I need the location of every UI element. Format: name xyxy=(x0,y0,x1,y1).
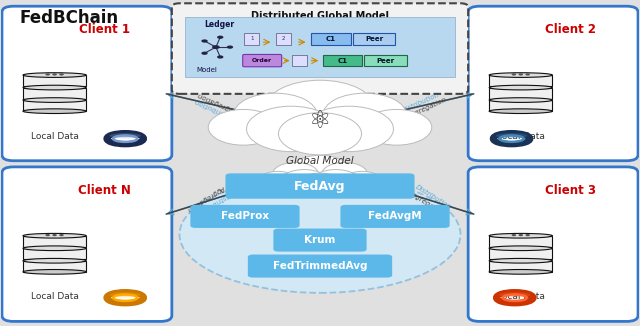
FancyBboxPatch shape xyxy=(353,34,396,45)
Circle shape xyxy=(59,73,64,76)
Text: Local Data: Local Data xyxy=(31,292,79,302)
Text: Client 3: Client 3 xyxy=(545,184,596,197)
Text: Krum: Krum xyxy=(304,235,336,245)
Text: Aggregation: Aggregation xyxy=(407,189,447,217)
Circle shape xyxy=(52,234,57,236)
FancyBboxPatch shape xyxy=(243,54,282,67)
Circle shape xyxy=(290,155,350,185)
Circle shape xyxy=(52,73,57,76)
Text: Client 1: Client 1 xyxy=(79,23,130,37)
Text: FedProx: FedProx xyxy=(221,211,269,221)
Ellipse shape xyxy=(489,98,552,102)
Ellipse shape xyxy=(23,259,86,263)
Text: C1: C1 xyxy=(326,36,336,42)
Circle shape xyxy=(266,80,374,135)
Circle shape xyxy=(511,73,516,76)
Text: Client N: Client N xyxy=(78,184,131,197)
Ellipse shape xyxy=(23,270,86,274)
Ellipse shape xyxy=(109,133,141,138)
Circle shape xyxy=(202,52,208,55)
Bar xyxy=(23,236,86,247)
Ellipse shape xyxy=(489,233,552,238)
Text: Aggregation: Aggregation xyxy=(186,184,227,212)
Ellipse shape xyxy=(23,246,86,251)
Text: FedTrimmedAvg: FedTrimmedAvg xyxy=(273,261,367,271)
FancyBboxPatch shape xyxy=(468,167,638,321)
Ellipse shape xyxy=(489,73,552,77)
FancyBboxPatch shape xyxy=(190,205,300,228)
Text: 2: 2 xyxy=(282,37,285,41)
Ellipse shape xyxy=(23,73,86,77)
FancyBboxPatch shape xyxy=(468,6,638,161)
FancyBboxPatch shape xyxy=(244,34,259,45)
Circle shape xyxy=(217,36,223,39)
Bar xyxy=(489,236,552,247)
Bar xyxy=(489,75,552,86)
Circle shape xyxy=(525,234,530,236)
Bar xyxy=(23,248,86,259)
FancyBboxPatch shape xyxy=(276,34,291,45)
FancyBboxPatch shape xyxy=(2,6,172,161)
Ellipse shape xyxy=(23,85,86,90)
Text: C1: C1 xyxy=(337,58,348,64)
Bar xyxy=(489,100,552,111)
Text: 1: 1 xyxy=(250,37,253,41)
Circle shape xyxy=(280,170,329,195)
FancyBboxPatch shape xyxy=(340,205,450,228)
Text: Order: Order xyxy=(252,58,272,63)
FancyBboxPatch shape xyxy=(2,167,172,321)
Circle shape xyxy=(343,171,381,191)
Text: Client 2: Client 2 xyxy=(545,23,596,37)
Circle shape xyxy=(208,110,278,145)
Text: Aggregation: Aggregation xyxy=(198,91,240,114)
Bar xyxy=(23,261,86,272)
Circle shape xyxy=(518,234,523,236)
Circle shape xyxy=(45,234,50,236)
Circle shape xyxy=(518,73,523,76)
FancyBboxPatch shape xyxy=(311,34,351,45)
Circle shape xyxy=(311,170,360,195)
Circle shape xyxy=(246,106,336,152)
Bar xyxy=(23,100,86,111)
Ellipse shape xyxy=(496,133,527,138)
FancyBboxPatch shape xyxy=(172,3,468,94)
Text: Distribution: Distribution xyxy=(194,97,234,120)
Circle shape xyxy=(217,55,223,59)
FancyBboxPatch shape xyxy=(364,55,407,66)
Circle shape xyxy=(525,73,530,76)
Text: Aggregation: Aggregation xyxy=(406,96,447,120)
Ellipse shape xyxy=(23,98,86,102)
Ellipse shape xyxy=(109,292,141,297)
Bar xyxy=(489,248,552,259)
Text: Model: Model xyxy=(196,67,218,73)
FancyBboxPatch shape xyxy=(225,173,415,199)
FancyBboxPatch shape xyxy=(248,255,392,277)
Text: Local Data: Local Data xyxy=(497,292,545,302)
Circle shape xyxy=(227,46,233,49)
Bar xyxy=(23,75,86,86)
Circle shape xyxy=(212,45,220,49)
Text: Distributed Global Model: Distributed Global Model xyxy=(251,11,389,21)
Circle shape xyxy=(322,162,367,185)
Circle shape xyxy=(297,173,343,196)
Circle shape xyxy=(234,93,317,135)
Ellipse shape xyxy=(489,109,552,113)
Bar xyxy=(23,88,86,99)
Ellipse shape xyxy=(499,292,531,297)
Ellipse shape xyxy=(23,109,86,113)
Circle shape xyxy=(304,106,394,152)
Text: ⚛: ⚛ xyxy=(309,109,331,133)
Text: Peer: Peer xyxy=(376,58,394,64)
Ellipse shape xyxy=(489,270,552,274)
Text: Peer: Peer xyxy=(365,36,383,42)
Circle shape xyxy=(59,234,64,236)
FancyBboxPatch shape xyxy=(323,55,362,66)
Circle shape xyxy=(273,162,318,185)
Ellipse shape xyxy=(489,259,552,263)
Text: Distribution: Distribution xyxy=(194,190,232,216)
Ellipse shape xyxy=(489,85,552,90)
Bar xyxy=(489,88,552,99)
Text: FedBChain: FedBChain xyxy=(20,9,119,27)
Text: FedAvg: FedAvg xyxy=(294,180,346,193)
